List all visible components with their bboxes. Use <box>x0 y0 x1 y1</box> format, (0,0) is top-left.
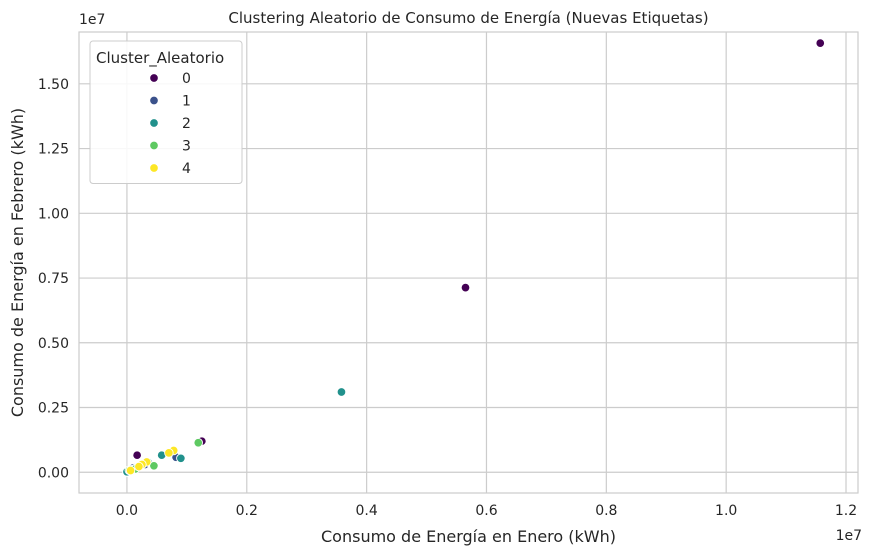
x-tick-label: 0.2 <box>236 503 258 519</box>
data-points <box>122 38 825 478</box>
plot-frame <box>78 31 859 494</box>
legend-marker <box>149 118 159 128</box>
x-tick-label: 0.6 <box>475 503 497 519</box>
scatter-point-cluster-3 <box>193 438 203 448</box>
x-axis-ticks: 0.0 0.2 0.4 0.6 0.8 1.0 1.2 <box>116 503 857 519</box>
y-tick-label: 1.50 <box>38 77 69 93</box>
y-axis-ticks: 0.00 0.25 0.50 0.75 1.00 1.25 1.50 <box>38 77 69 481</box>
x-axis-label: Consumo de Energía en Enero (kWh) <box>321 527 616 546</box>
legend-box <box>89 40 243 184</box>
chart-title: Clustering Aleatorio de Consumo de Energ… <box>228 9 708 27</box>
y-tick-label: 0.75 <box>38 271 69 287</box>
legend-label: 2 <box>182 116 191 132</box>
y-tick-label: 1.25 <box>38 142 69 158</box>
legend-label: 3 <box>182 139 191 155</box>
scatter-point-cluster-4 <box>125 465 136 476</box>
scatter-point-cluster-4 <box>134 461 144 472</box>
grid <box>79 32 858 493</box>
x-tick-label: 0.0 <box>116 503 138 519</box>
y-tick-label: 0.25 <box>38 401 69 417</box>
x-tick-label: 0.8 <box>595 503 617 519</box>
y-axis-offset-label: 1e7 <box>79 12 105 28</box>
legend: Cluster_Aleatorio 0 1 2 3 4 <box>89 40 243 184</box>
legend-marker <box>149 140 159 151</box>
scatter-point-cluster-3 <box>149 461 159 471</box>
legend-title: Cluster_Aleatorio <box>96 49 224 68</box>
legend-marker <box>149 95 159 106</box>
scatter-point-cluster-0 <box>815 38 825 48</box>
x-axis-offset-label: 1e7 <box>836 528 862 544</box>
y-tick-label: 0.00 <box>38 465 69 481</box>
legend-marker <box>149 73 159 83</box>
scatter-point-cluster-0 <box>132 450 142 460</box>
scatter-point-cluster-2 <box>176 453 186 464</box>
y-axis-label: Consumo de Energía en Febrero (kWh) <box>8 108 27 417</box>
y-tick-label: 0.50 <box>38 336 69 352</box>
legend-label: 1 <box>182 94 191 110</box>
x-tick-label: 0.4 <box>355 503 377 519</box>
legend-marker <box>149 163 159 173</box>
legend-label: 4 <box>182 161 191 177</box>
legend-label: 0 <box>182 71 191 87</box>
scatter-point-cluster-0 <box>460 282 471 293</box>
scatter-point-cluster-2 <box>336 387 347 397</box>
legend-items: 0 1 2 3 4 <box>149 71 191 177</box>
x-tick-label: 1.0 <box>715 503 737 519</box>
y-tick-label: 1.00 <box>38 206 69 222</box>
scatter-point-cluster-4 <box>164 448 174 458</box>
x-tick-label: 1.2 <box>835 503 857 519</box>
